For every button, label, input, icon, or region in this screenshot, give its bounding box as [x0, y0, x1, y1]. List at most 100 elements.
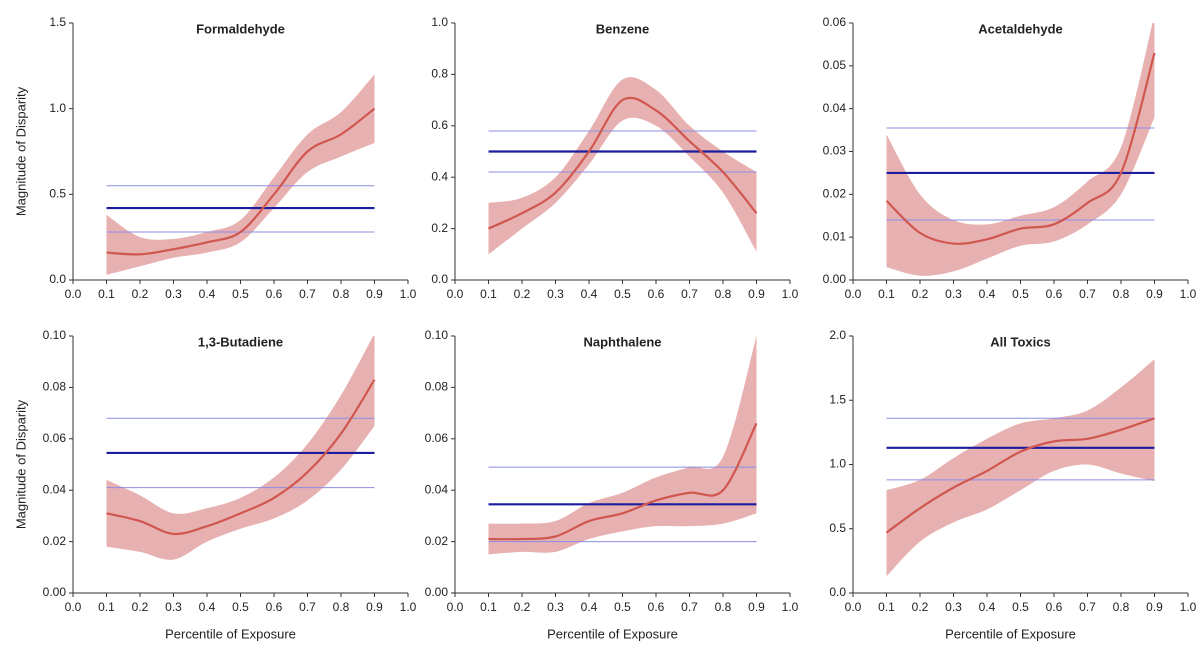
y-tick-label: 0.04	[43, 482, 67, 496]
y-tick-label: 0.06	[43, 431, 67, 445]
trend-line	[106, 107, 376, 256]
y-tick-label: 0.10	[43, 328, 67, 342]
chart-title: All Toxics	[990, 334, 1050, 349]
x-tick-label: 0.5	[232, 600, 249, 614]
x-tick-label: 0.6	[1046, 600, 1063, 614]
x-tick-label: 0.0	[65, 287, 82, 301]
x-tick-label: 1.0	[400, 287, 417, 301]
confidence-band	[886, 359, 1155, 577]
x-tick-label: 0.1	[480, 287, 497, 301]
y-tick-label: 0.0	[49, 272, 66, 286]
y-tick-label: 0.00	[43, 585, 67, 599]
y-tick-label: 0.00	[425, 585, 449, 599]
x-tick-label: 0.0	[447, 600, 464, 614]
x-tick-label: 1.0	[782, 600, 799, 614]
x-tick-label: 0.2	[132, 600, 149, 614]
y-tick-label: 0.5	[829, 521, 846, 535]
chart-title: Naphthalene	[583, 334, 661, 349]
x-tick-label: 0.3	[547, 287, 564, 301]
x-tick-label: 0.6	[1046, 287, 1063, 301]
x-tick-label: 0.7	[681, 287, 698, 301]
x-tick-label: 0.6	[266, 287, 283, 301]
x-tick-label: 0.8	[1113, 600, 1130, 614]
x-tick-label: 0.3	[945, 287, 962, 301]
y-tick-label: 0.08	[43, 380, 67, 394]
y-tick-label: 0.08	[425, 380, 449, 394]
trend-line	[106, 379, 376, 536]
y-tick-label: 0.06	[823, 15, 847, 29]
x-tick-label: 0.8	[1113, 287, 1130, 301]
trend-line	[488, 422, 758, 541]
x-tick-label: 0.0	[447, 287, 464, 301]
x-tick-label: 0.2	[912, 287, 929, 301]
y-tick-label: 0.8	[431, 67, 448, 81]
y-tick-label: 0.2	[431, 221, 448, 235]
x-tick-label: 0.6	[648, 600, 665, 614]
y-tick-label: 0.03	[823, 144, 847, 158]
x-tick-label: 0.6	[266, 600, 283, 614]
x-tick-label: 0.4	[199, 600, 216, 614]
x-tick-label: 0.8	[333, 287, 350, 301]
panel: 0.00 0.02 0.04 0.06 0.08 0.10 0.0 0.1 0.2 0.3 0.4 0…	[425, 328, 799, 641]
y-tick-label: 1.5	[49, 15, 66, 29]
x-tick-label: 0.4	[199, 287, 216, 301]
y-axis-label: Magnitude of Disparity	[13, 399, 28, 529]
y-tick-label: 1.0	[431, 15, 448, 29]
confidence-band	[488, 77, 757, 255]
x-tick-label: 0.3	[945, 600, 962, 614]
y-tick-label: 0.06	[425, 431, 449, 445]
x-tick-label: 0.0	[65, 600, 82, 614]
x-tick-label: 0.1	[98, 600, 115, 614]
confidence-band	[886, 23, 1155, 276]
x-tick-label: 0.3	[547, 600, 564, 614]
x-axis-label: Percentile of Exposure	[945, 626, 1076, 641]
panel: 0.0 0.5 1.0 1.5 2.0 0.0 0.1 0.2 0.3 0.4 0.5 0.6 0.7 0…	[829, 328, 1196, 641]
x-tick-label: 0.1	[878, 287, 895, 301]
x-tick-label: 0.7	[299, 600, 316, 614]
x-tick-label: 0.8	[715, 287, 732, 301]
x-tick-label: 0.0	[845, 600, 862, 614]
trend-line	[885, 52, 1156, 245]
y-tick-label: 0.05	[823, 58, 847, 72]
x-tick-label: 0.7	[1079, 600, 1096, 614]
trend-line	[488, 96, 758, 230]
confidence-band	[488, 336, 757, 555]
panel: 0.0 0.2 0.4 0.6 0.8 1.0 0.0 0.1 0.2 0.3 0.4 0.5 0.6 0…	[431, 15, 798, 301]
x-tick-label: 0.5	[1012, 287, 1029, 301]
trend-line	[885, 417, 1155, 534]
x-tick-label: 0.1	[98, 287, 115, 301]
y-tick-label: 0.5	[49, 187, 66, 201]
x-tick-label: 0.5	[232, 287, 249, 301]
confidence-band	[106, 336, 375, 560]
x-tick-label: 0.0	[845, 287, 862, 301]
x-tick-label: 0.7	[1079, 287, 1096, 301]
x-tick-label: 0.9	[1146, 600, 1163, 614]
x-tick-label: 0.9	[1146, 287, 1163, 301]
x-tick-label: 0.2	[132, 287, 149, 301]
x-tick-label: 0.4	[979, 600, 996, 614]
panel: 0.00 0.02 0.04 0.06 0.08 0.10 0.0 0.1 0.2 0.3 0.4 0…	[13, 328, 416, 641]
y-tick-label: 0.01	[823, 229, 847, 243]
y-tick-label: 0.10	[425, 328, 449, 342]
x-tick-label: 0.4	[979, 287, 996, 301]
y-tick-label: 0.0	[829, 585, 846, 599]
x-tick-label: 0.7	[299, 287, 316, 301]
y-tick-label: 0.00	[823, 272, 847, 286]
x-tick-label: 0.9	[748, 287, 765, 301]
y-tick-label: 0.6	[431, 118, 448, 132]
x-tick-label: 0.7	[681, 600, 698, 614]
y-tick-label: 0.02	[425, 534, 449, 548]
x-axis-label: Percentile of Exposure	[547, 626, 678, 641]
x-tick-label: 0.9	[366, 287, 383, 301]
x-tick-label: 0.2	[912, 600, 929, 614]
x-tick-label: 0.4	[581, 287, 598, 301]
x-tick-label: 0.8	[333, 600, 350, 614]
y-tick-label: 0.4	[431, 169, 448, 183]
y-tick-label: 0.02	[823, 187, 847, 201]
x-tick-label: 1.0	[1180, 287, 1197, 301]
y-tick-label: 1.0	[829, 457, 846, 471]
x-tick-label: 0.1	[878, 600, 895, 614]
panel: 0.0 0.5 1.0 1.5 0.0 0.1 0.2 0.3 0.4 0.5 0.6 0.7 0.8 0…	[13, 15, 416, 301]
y-tick-label: 0.04	[823, 101, 847, 115]
x-tick-label: 0.9	[748, 600, 765, 614]
